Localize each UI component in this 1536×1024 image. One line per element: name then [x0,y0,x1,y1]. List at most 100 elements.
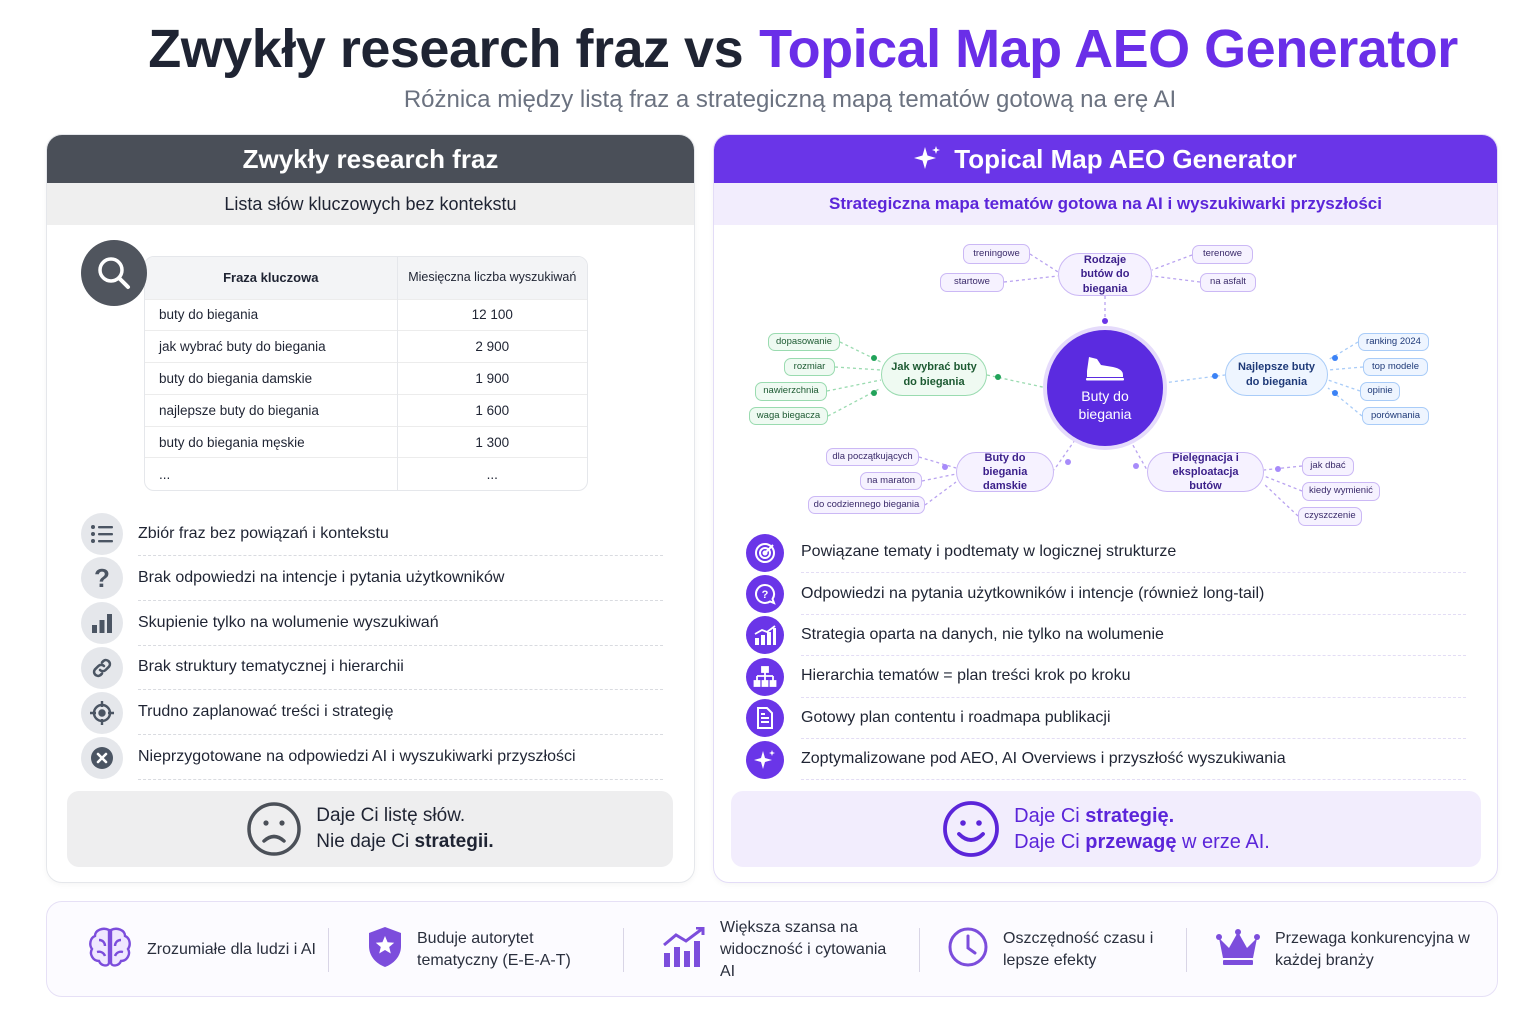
mindmap-branch-node: Rodzaje butów do biegania [1058,253,1152,296]
mindmap-leaf-node: treningowe [963,244,1030,264]
list-item-text: Hierarchia tematów = plan treści krok po… [801,656,1466,698]
volume-cell: ... [396,457,587,490]
mindmap-leaf-node: porównania [1362,407,1429,425]
connector [834,366,882,371]
target-icon [746,533,784,572]
table-row: najlepsze buty do biegania 1 600 [145,393,587,427]
list-item: Strategia oparta na danych, nie tylko na… [746,615,1466,657]
list-item: Hierarchia tematów = plan treści krok po… [746,656,1466,698]
volume-cell: 2 900 [396,330,587,363]
growth-chart-icon [746,616,784,655]
right-subheader: Strategiczna mapa tematów gotowa na AI i… [714,183,1497,225]
sparkle-icon [746,740,784,779]
question-icon: ? [81,557,123,600]
list-item: Trudno zaplanować treści i strategię [81,690,663,736]
mindmap-leaf-node: nawierzchnia [755,382,827,401]
list-item-text: Gotowy plan contentu i roadmapa publikac… [801,698,1466,739]
growth-chart-icon [662,926,706,974]
left-summary: Daje Ci listę słów. Nie daje Ci strategi… [67,791,673,867]
mindmap-leaf-node: czyszczenie [1298,507,1362,526]
happy-face-icon [943,801,1000,857]
question-bubble-icon: ? [746,575,784,614]
keyword-cell: buty do biegania [145,298,397,331]
keyword-table: Fraza kluczowa Miesięczna liczba wyszukiw… [144,256,588,491]
search-icon [81,240,147,306]
connector [1327,379,1361,392]
mindmap-leaf-node: dla początkujących [826,448,919,466]
benefit-item: Buduje autorytet tematyczny (E-E-A-T) [367,902,587,998]
left-subheader: Lista słów kluczowych bez kontekstu [47,183,694,225]
mindmap-leaf-node: top modele [1363,358,1428,376]
bar-chart-icon [81,602,123,645]
mindmap-leaf-node: na asfalt [1200,273,1256,292]
shoe-icon [1086,357,1124,381]
volume-cell: 1 600 [396,393,587,427]
connector [1151,254,1193,271]
crown-icon [1215,928,1261,973]
keyword-cell: ... [145,457,397,490]
page-title: Zwykły research fraz vs Topical Map AEO G… [148,19,1458,79]
list-item: Zbiór fraz bez powiązań i kontekstu [81,512,663,556]
divider [919,928,920,972]
benefit-text: Buduje autorytet tematyczny (E-E-A-T) [417,930,571,969]
keyword-cell: jak wybrać buty do biegania [145,330,397,363]
connector [1263,475,1303,492]
crosshair-icon [81,691,123,734]
list-item-text: Zoptymalizowane pod AEO, AI Overviews i … [801,739,1466,781]
list-item: Powiązane tematy i podtematy w logicznej… [746,532,1466,574]
benefit-text: Przewaga konkurencyjna w każdej branży [1275,930,1470,969]
list-icon [81,513,123,555]
mindmap-leaf-node: opinie [1360,382,1400,401]
svg-text:?: ? [762,589,769,601]
table-row: ...... [145,457,587,490]
connector [1327,366,1364,371]
left-feature-list: Zbiór fraz bez powiązań i kontekstu? Brak… [81,512,663,780]
mindmap-leaf-node: jak dbać [1302,457,1354,476]
mindmap-leaf-node: dopasowanie [768,333,840,351]
shield-icon [367,926,403,975]
list-item-text: Powiązane tematy i podtematy w logicznej… [801,532,1466,574]
benefit-text: Większa szansa na widoczność i cytowania… [720,919,887,980]
list-item-text: Brak odpowiedzi na intencje i pytania uż… [138,556,663,601]
benefit-item: Zrozumiałe dla ludzi i AI [87,902,317,998]
connector [986,374,1048,389]
document-icon [746,699,784,738]
connector [1151,275,1201,283]
mindmap-leaf-node: rozmiar [784,358,835,376]
sad-face-icon [247,802,302,856]
connector [1263,465,1303,471]
benefit-item: Większa szansa na widoczność i cytowania… [662,902,890,998]
brain-icon [87,926,133,975]
mindmap-center-node: Buty do biegania [1047,330,1163,446]
keyword-cell: najlepsze buty do biegania [145,393,397,427]
right-feature-list: Powiązane tematy i podtematy w logicznej… [746,532,1466,781]
mindmap-branch-node: Najlepsze buty do biegania [1225,353,1328,396]
list-item: Brak struktury tematycznej i hierarchii [81,646,663,691]
divider [328,928,329,972]
divider [1186,928,1187,972]
volume-cell: 1 900 [396,362,587,395]
list-item: Zoptymalizowane pod AEO, AI Overviews i … [746,739,1466,781]
list-item-text: Strategia oparta na danych, nie tylko na… [801,615,1466,657]
mindmap-leaf-node: na maraton [860,472,922,490]
table-row: jak wybrać buty do biegania 2 900 [145,330,587,363]
connector [826,379,882,392]
mindmap-branch-node: Jak wybrać buty do biegania [881,353,987,396]
connector [924,481,957,506]
list-item-text: Nieprzygotowane na odpowiedzi AI i wyszu… [138,735,663,780]
right-summary: Daje Ci strategię. Daje Ci przewagę w er… [731,791,1481,867]
mindmap-branch-node: Buty do biegania damskie [956,452,1054,492]
benefit-text: Oszczędność czasu i lepsze efekty [1003,930,1154,969]
connector [1053,439,1076,471]
list-item-text: Trudno zaplanować treści i strategię [138,690,663,736]
x-circle-icon [81,736,123,779]
page-subtitle: Różnica między listą fraz a strategiczną… [403,86,1177,113]
table-row: buty do biegania damskie 1 900 [145,362,587,395]
mindmap-leaf-node: startowe [940,273,1004,292]
mindmap-leaf-node: waga biegacza [749,407,828,425]
list-item-text: Brak struktury tematycznej i hierarchii [138,646,663,691]
volume-cell: 1 300 [396,425,587,458]
mindmap-branch-node: Pielęgnacja i eksploatacja butów [1147,452,1264,492]
list-item: ? Brak odpowiedzi na intencje i pytania u… [81,556,663,601]
